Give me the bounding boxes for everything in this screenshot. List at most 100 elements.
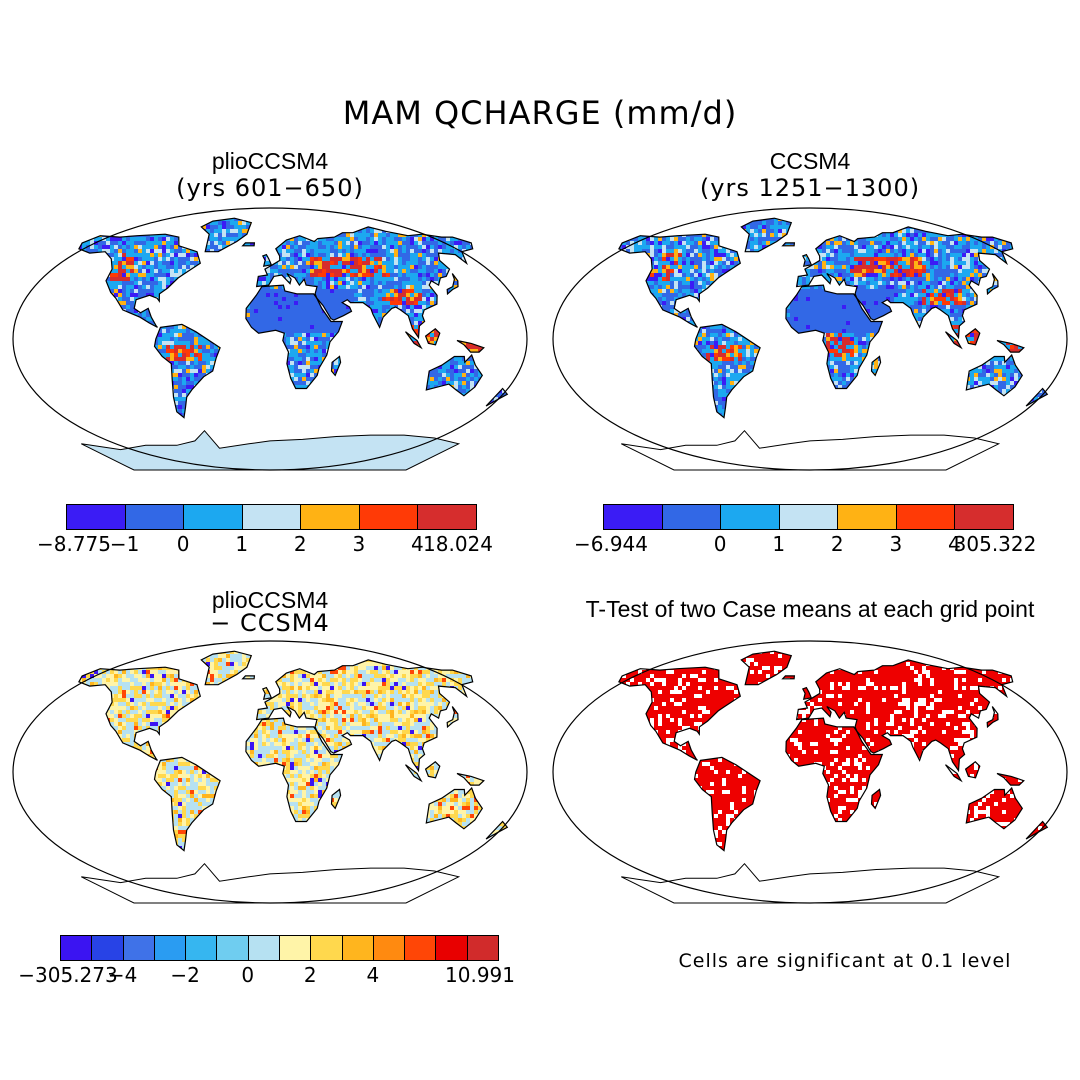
newguinea-coastline [996,772,1025,786]
significance-note: Cells are significant at 0.1 level [620,950,1070,972]
globe-border [552,207,1068,471]
eurasia-coastline [795,226,1014,340]
colorbar-swatch [185,935,218,961]
colorbar-tick-label: 10.991 [445,963,515,987]
australia-coastline [965,786,1024,830]
colorbar-swatch [247,935,280,961]
sumatra-coastline [945,331,963,350]
southamerica-coastline [153,756,221,852]
japan-coastline [446,706,459,729]
colorbar-swatch [837,504,897,530]
colorbar-tick-label: 0 [177,532,190,556]
colorbar-tick-label: −305.273 [18,963,117,987]
panel-plio-subtitle: (yrs 601−650) [110,174,430,202]
globe-border [552,640,1068,904]
britain-coastline [801,253,813,267]
colorbar-tick-label: 4 [948,532,961,556]
globe-border [12,207,528,471]
australia-coastline [425,786,484,830]
japan-coastline [986,706,999,729]
southamerica-coastline [693,323,761,419]
greenland-coastline [200,217,253,253]
colorbar-tick-label: 2 [304,963,317,987]
antarctica-outline [81,862,461,904]
colorbar-tick-label: 18.024 [423,532,493,556]
iceland-coastline [781,242,796,247]
colorbar-tick-label: 3 [352,532,365,556]
colorbar-swatch [216,935,249,961]
panel-diff-title: plioCCSM4 [110,587,430,614]
colorbar-plio-ticks: −8.775 −1 0 1 2 3 4 18.024 [37,532,493,558]
japan-coastline [986,273,999,296]
colorbar-tick-label: −4 [108,963,137,987]
newguinea-coastline [456,772,485,786]
colorbar-swatch [122,935,155,961]
colorbar-swatch [300,504,360,530]
figure-title: MAM QCHARGE (mm/d) [0,94,1080,132]
colorbar-tick-label: 4 [411,532,424,556]
colorbar-tick-label: 305.322 [954,532,1037,556]
northamerica-coastline [618,233,741,328]
australia-coastline [425,353,484,397]
africa-coastline [785,717,884,823]
northamerica-coastline [78,666,201,761]
colorbar-swatch [404,935,437,961]
iceland-coastline [241,242,256,247]
colorbar-swatch [435,935,468,961]
colorbar-swatch [720,504,780,530]
antarctica-outline [621,429,1001,471]
colorbar-swatch [358,504,419,530]
sumatra-coastline [945,764,963,783]
colorbar-swatch [417,504,477,530]
panel-ttest-title: T-Test of two Case means at each grid po… [555,596,1065,623]
britain-coastline [801,686,813,700]
colorbar-tick-label: 3 [889,532,902,556]
map-diff [12,640,528,904]
colorbar-swatch [183,504,243,530]
colorbar-tick-label: 4 [366,963,379,987]
colorbar-ccsm4-ticks: −6.944 0 1 2 3 4 305.322 [574,532,1036,558]
globe-border [12,640,528,904]
borneo-coastline [964,761,981,779]
sumatra-coastline [405,331,423,350]
colorbar-tick-label: 2 [294,532,307,556]
borneo-coastline [424,328,441,346]
japan-coastline [446,273,459,296]
panel-ccsm4-title: CCSM4 [650,148,970,175]
colorbar-plio [66,504,477,530]
panel-plio-title: plioCCSM4 [110,148,430,175]
greenland-coastline [740,217,793,253]
northamerica-coastline [78,233,201,328]
colorbar-tick-label: 1 [772,532,785,556]
africa-coastline [245,284,344,390]
colorbar-ccsm4 [603,504,1014,530]
eurasia-coastline [255,226,474,340]
colorbar-swatch [91,935,124,961]
colorbar-swatch [603,504,663,530]
colorbar-swatch [895,504,956,530]
borneo-coastline [964,328,981,346]
antarctica-outline [81,429,461,471]
colorbar-swatch [372,935,406,961]
madagascar-coastline [870,788,882,810]
colorbar-diff-ticks: −305.273 −4 −2 0 2 4 10.991 [18,963,515,989]
colorbar-swatch [341,935,374,961]
madagascar-coastline [330,355,342,377]
colorbar-swatch [954,504,1014,530]
eurasia-coastline [795,659,1014,773]
madagascar-coastline [330,788,342,810]
colorbar-tick-label: −6.944 [574,532,648,556]
colorbar-swatch [66,504,126,530]
map-ccsm4 [552,207,1068,471]
britain-coastline [261,253,273,267]
colorbar-tick-label: 2 [831,532,844,556]
map-plio [12,207,528,471]
colorbar-swatch [310,935,343,961]
australia-coastline [965,353,1024,397]
newguinea-coastline [456,339,485,353]
colorbar-swatch [241,504,302,530]
eurasia-coastline [255,659,474,773]
madagascar-coastline [870,355,882,377]
colorbar-tick-label: 0 [714,532,727,556]
colorbar-swatch [778,504,839,530]
